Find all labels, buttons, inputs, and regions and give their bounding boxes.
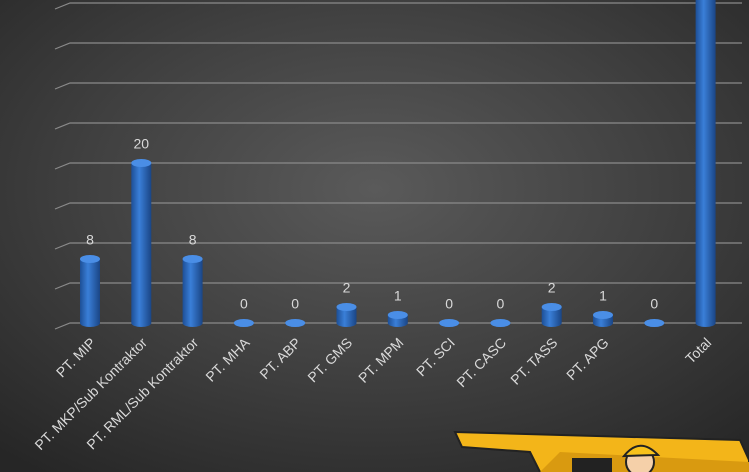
grid-line [54, 122, 742, 130]
grid-line [54, 42, 742, 50]
grid-line [54, 202, 742, 210]
value-label: 1 [599, 288, 607, 304]
bar [182, 255, 203, 327]
bar-top [439, 319, 460, 327]
value-label: 0 [240, 296, 248, 312]
bar-top [644, 319, 665, 327]
bar [285, 319, 306, 327]
bar [439, 319, 460, 327]
bar [80, 255, 100, 327]
grid-line [54, 322, 742, 330]
bar [131, 159, 152, 327]
grid-line [54, 162, 742, 170]
grid-line [54, 2, 742, 10]
value-label: 8 [189, 232, 197, 248]
value-label: 2 [548, 280, 556, 296]
value-label: 0 [497, 296, 505, 312]
bar-top [80, 255, 100, 263]
bar-top [182, 255, 203, 263]
value-label: 0 [445, 296, 453, 312]
bar-top [131, 159, 152, 167]
bar-body [80, 259, 100, 327]
value-label: 1 [394, 288, 402, 304]
bar-body [131, 163, 152, 327]
bar-body [182, 259, 203, 327]
bar [541, 303, 562, 327]
mascot [453, 430, 749, 472]
bar-top [233, 319, 254, 327]
bar-top [285, 319, 306, 327]
value-label: 0 [650, 296, 658, 312]
bar [593, 311, 613, 327]
grid-line [54, 282, 742, 290]
value-label: 20 [134, 136, 150, 152]
bar [695, 0, 716, 327]
grid-line [54, 82, 742, 90]
bar [336, 303, 357, 327]
bar-body [695, 0, 716, 327]
value-label: 2 [343, 280, 351, 296]
bar [490, 319, 511, 327]
value-label: 8 [86, 232, 94, 248]
bar-top [336, 303, 357, 311]
bar-top [541, 303, 562, 311]
bar-body [541, 307, 562, 327]
bar [644, 319, 665, 327]
bar [387, 311, 408, 327]
value-label: 0 [291, 296, 299, 312]
bar-body [336, 307, 357, 327]
bar [233, 319, 254, 327]
bar-top [387, 311, 408, 319]
bar-top [593, 311, 613, 319]
bar-top [490, 319, 511, 327]
grid-line [54, 242, 742, 250]
